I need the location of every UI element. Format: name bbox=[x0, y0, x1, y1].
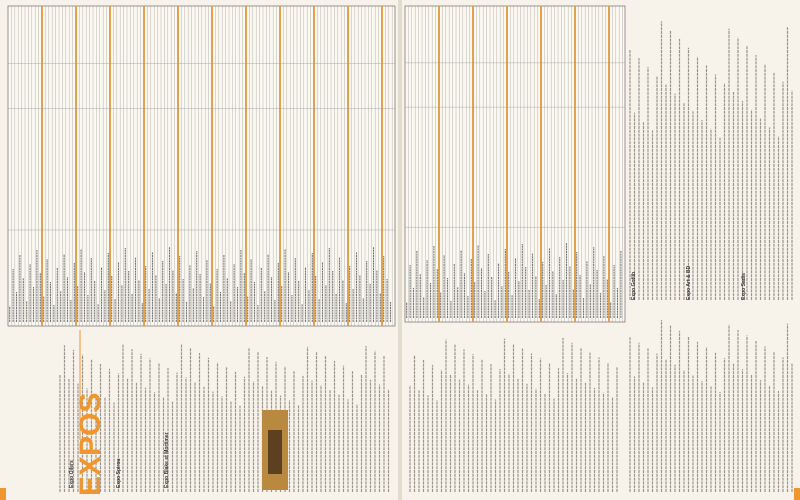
layout bbox=[0, 5, 800, 500]
fold bbox=[398, 0, 402, 500]
entry-title: Expo Spirou bbox=[116, 459, 122, 488]
section-title: EXPOS bbox=[74, 393, 107, 496]
entry-title: Expo Blake et Mortimer bbox=[164, 432, 170, 488]
table bbox=[7, 5, 396, 327]
entry-title: Expo Gotlib bbox=[631, 272, 637, 300]
entry-title: Expo Oilers bbox=[69, 460, 75, 488]
entry-title: Expo Sadis bbox=[741, 273, 747, 300]
entry-title: Expo Art & BD bbox=[686, 265, 692, 300]
page-tab bbox=[794, 488, 800, 500]
page-tab bbox=[0, 488, 6, 500]
photo-shade bbox=[268, 430, 282, 474]
